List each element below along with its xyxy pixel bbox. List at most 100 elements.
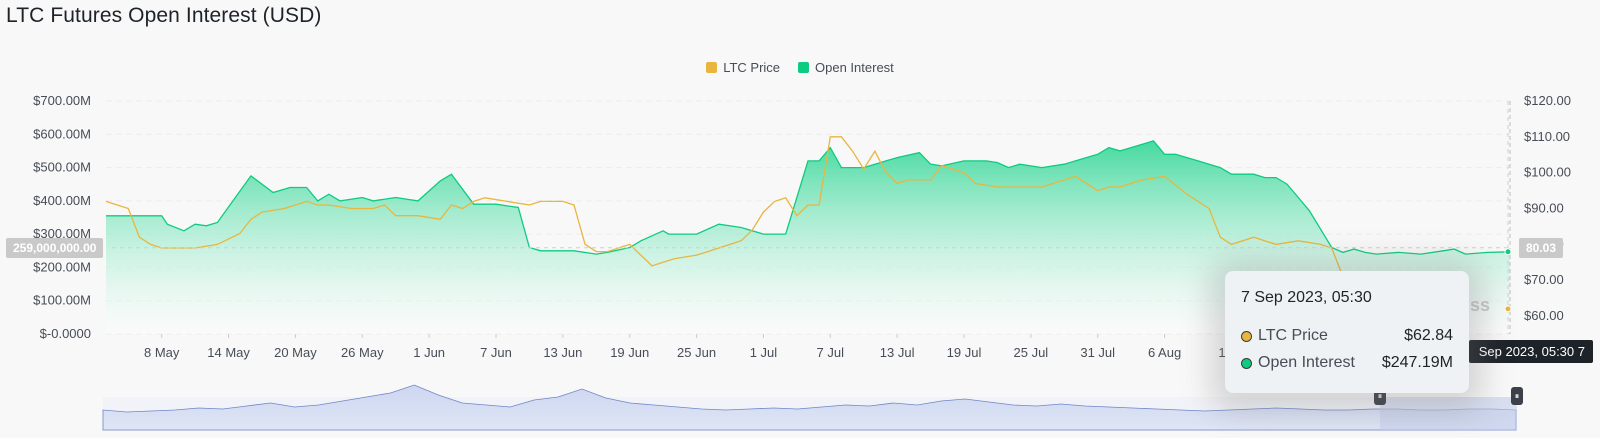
legend-swatch-open-interest (798, 62, 810, 73)
ltc-price-point (529, 204, 531, 206)
ltc-price-point (651, 265, 653, 267)
open-interest-point (105, 215, 107, 217)
x-tick-label: 13 Jun (543, 345, 582, 360)
crosshair-right-value: 80.03 (1519, 238, 1564, 258)
ltc-price-point (662, 261, 664, 263)
open-interest-point (1253, 173, 1255, 175)
legend-item-ltc-price[interactable]: LTC Price (706, 60, 780, 75)
ltc-price-point (1119, 186, 1121, 188)
legend-item-open-interest[interactable]: Open Interest (798, 60, 894, 75)
open-interest-point (1309, 210, 1311, 212)
ltc-price-point (1186, 193, 1188, 195)
ltc-price-point (1019, 186, 1021, 188)
open-interest-point (1153, 140, 1155, 142)
open-interest-point (1175, 153, 1177, 155)
open-interest-point (361, 197, 363, 199)
x-tick-label: 13 Jul (880, 345, 915, 360)
open-interest-point (1342, 252, 1344, 254)
open-interest-point (997, 162, 999, 164)
open-interest-point (417, 200, 419, 202)
open-interest-marker (1504, 248, 1512, 256)
ltc-price-point (1097, 190, 1099, 192)
y-right-tick-label: $60.00 (1524, 308, 1564, 323)
open-interest-point (1130, 147, 1132, 149)
ltc-price-point (707, 251, 709, 253)
open-interest-point (1041, 167, 1043, 169)
open-interest-point (1075, 160, 1077, 162)
ltc-price-point (395, 215, 397, 217)
ltc-price-point (328, 204, 330, 206)
open-interest-point (1119, 150, 1121, 152)
open-interest-point (183, 230, 185, 232)
ltc-price-point (751, 229, 753, 231)
ltc-price-point (740, 240, 742, 242)
open-interest-point (662, 230, 664, 232)
y-left-tick-label: $200.00M (33, 259, 91, 274)
ltc-price-point (1275, 244, 1277, 246)
open-interest-point (1019, 163, 1021, 165)
ltc-price-point (217, 244, 219, 246)
open-interest-point (1052, 165, 1054, 167)
ltc-price-point (807, 204, 809, 206)
range-navigator[interactable] (102, 384, 1517, 431)
ltc-price-point (841, 136, 843, 138)
open-interest-line (106, 140, 1511, 255)
ltc-price-series (105, 136, 1355, 310)
x-tick-label: 7 Jul (817, 345, 845, 360)
open-interest-point (339, 200, 341, 202)
ltc-price-point (417, 215, 419, 217)
ltc-price-point (139, 236, 141, 238)
x-tick-label: 20 May (274, 345, 317, 360)
x-tick-label: 14 May (207, 345, 250, 360)
ltc-price-marker (1504, 305, 1512, 313)
y-left-tick-label: $600.00M (33, 126, 91, 141)
ltc-price-point (473, 201, 475, 203)
open-interest-point (217, 222, 219, 224)
ltc-price-point (629, 244, 631, 246)
navigator-right-handle[interactable]: ⏸ (1511, 387, 1523, 405)
ltc-price-point (829, 136, 831, 138)
ltc-price-point (952, 168, 954, 170)
ltc-price-point (896, 183, 898, 185)
ltc-price-point (818, 204, 820, 206)
open-interest-point (696, 233, 698, 235)
open-interest-point (1398, 252, 1400, 254)
open-interest-point (1197, 160, 1199, 162)
open-interest-point (1242, 173, 1244, 175)
ltc-price-point (852, 150, 854, 152)
open-interest-point (1097, 153, 1099, 155)
ltc-price-point (785, 197, 787, 199)
y-right-tick-label: $70.00 (1524, 272, 1564, 287)
ltc-price-point (607, 251, 609, 253)
open-interest-point (1364, 252, 1366, 254)
ltc-price-point (150, 244, 152, 246)
open-interest-point (1375, 253, 1377, 255)
ltc-price-point (974, 183, 976, 185)
ltc-price-point (1063, 179, 1065, 181)
open-interest-point (985, 160, 987, 162)
open-interest-point (1008, 167, 1010, 169)
open-interest-point (807, 160, 809, 162)
open-interest-point (272, 192, 274, 194)
ltc-price-point (439, 218, 441, 220)
open-interest-point (161, 215, 163, 217)
tooltip-date: 7 Sep 2023, 05:30 (1241, 289, 1372, 306)
x-tick-label: 6 Aug (1148, 345, 1181, 360)
open-interest-point (1164, 153, 1166, 155)
y-left-tick-label: $500.00M (33, 160, 91, 175)
tooltip-name-ltc-price: LTC Price (1258, 327, 1328, 344)
open-interest-point (1108, 147, 1110, 149)
open-interest-point (885, 160, 887, 162)
ltc-price-point (105, 201, 107, 203)
legend-label-ltc-price: LTC Price (723, 60, 781, 75)
tooltip-value-ltc-price: $62.84 (1404, 327, 1453, 344)
ltc-price-point (283, 208, 285, 210)
ltc-price-point (1320, 244, 1322, 246)
ltc-price-point (595, 251, 597, 253)
open-interest-point (289, 187, 291, 189)
open-interest-point (1487, 252, 1489, 254)
open-interest-point (306, 187, 308, 189)
ltc-price-point (306, 201, 308, 203)
open-interest-point (930, 163, 932, 165)
